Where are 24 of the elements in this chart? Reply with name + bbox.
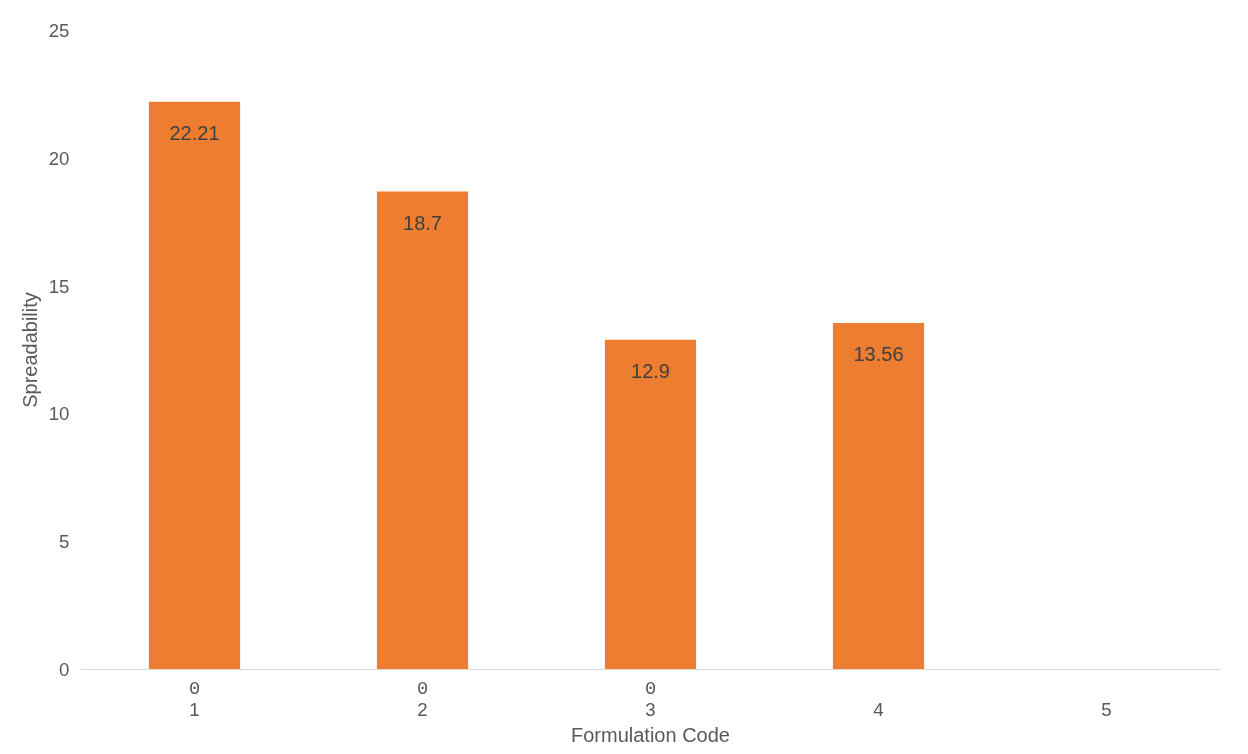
x-tick-label: 1 <box>189 698 200 720</box>
bar <box>832 322 925 670</box>
y-axis-title: Spreadability <box>18 292 41 408</box>
bar <box>376 191 469 670</box>
data-label: 22.21 <box>169 121 220 144</box>
x-tick-label: 2 <box>417 698 428 720</box>
y-tick-label: 0 <box>59 659 70 680</box>
data-label: 0 <box>644 677 657 700</box>
bar <box>148 101 241 670</box>
x-tick-label: 3 <box>645 698 656 720</box>
data-label: 12.9 <box>631 359 670 382</box>
y-tick-label: 25 <box>48 20 70 41</box>
y-tick-label: 20 <box>48 147 70 169</box>
data-label: 0 <box>188 677 201 700</box>
x-tick-label: 4 <box>873 698 884 720</box>
data-label: 13.56 <box>853 342 904 365</box>
y-tick-label: 10 <box>48 403 70 425</box>
y-tick-label: 5 <box>59 531 70 553</box>
data-label: 0 <box>416 677 429 700</box>
y-tick-label: 15 <box>48 275 70 297</box>
bar <box>604 339 697 670</box>
x-tick-label: 5 <box>1101 698 1112 720</box>
data-label: 18.7 <box>403 211 442 234</box>
x-axis-title: Formulation Code <box>571 723 730 746</box>
